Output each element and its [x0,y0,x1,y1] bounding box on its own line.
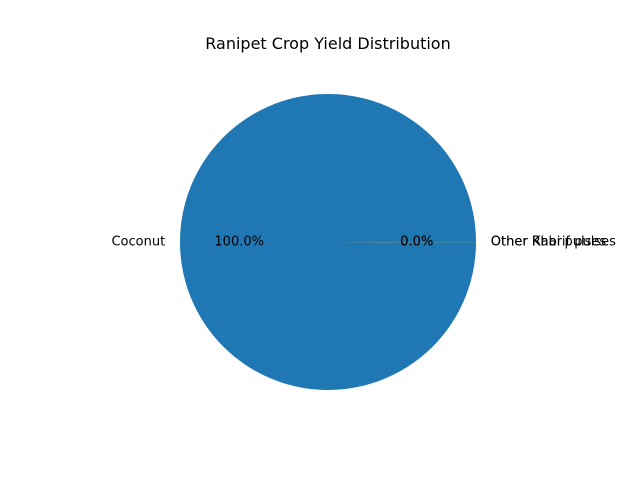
slice-percent-label: 0.0% [400,235,433,250]
slice-label: Coconut [111,234,165,249]
slice-label: Other Rabi pulses [491,235,607,250]
pie-slices [180,93,476,390]
pie-percent-labels: 100.0% 0.0%0.0% [214,234,433,249]
slice-percent-label: 0.0% [400,235,433,250]
slice-percent-label: 100.0% [214,234,264,249]
pie-slice [180,93,476,390]
chart-title: Ranipet Crop Yield Distribution [205,34,450,53]
slice-label: Other Kharif pulses [491,235,616,250]
